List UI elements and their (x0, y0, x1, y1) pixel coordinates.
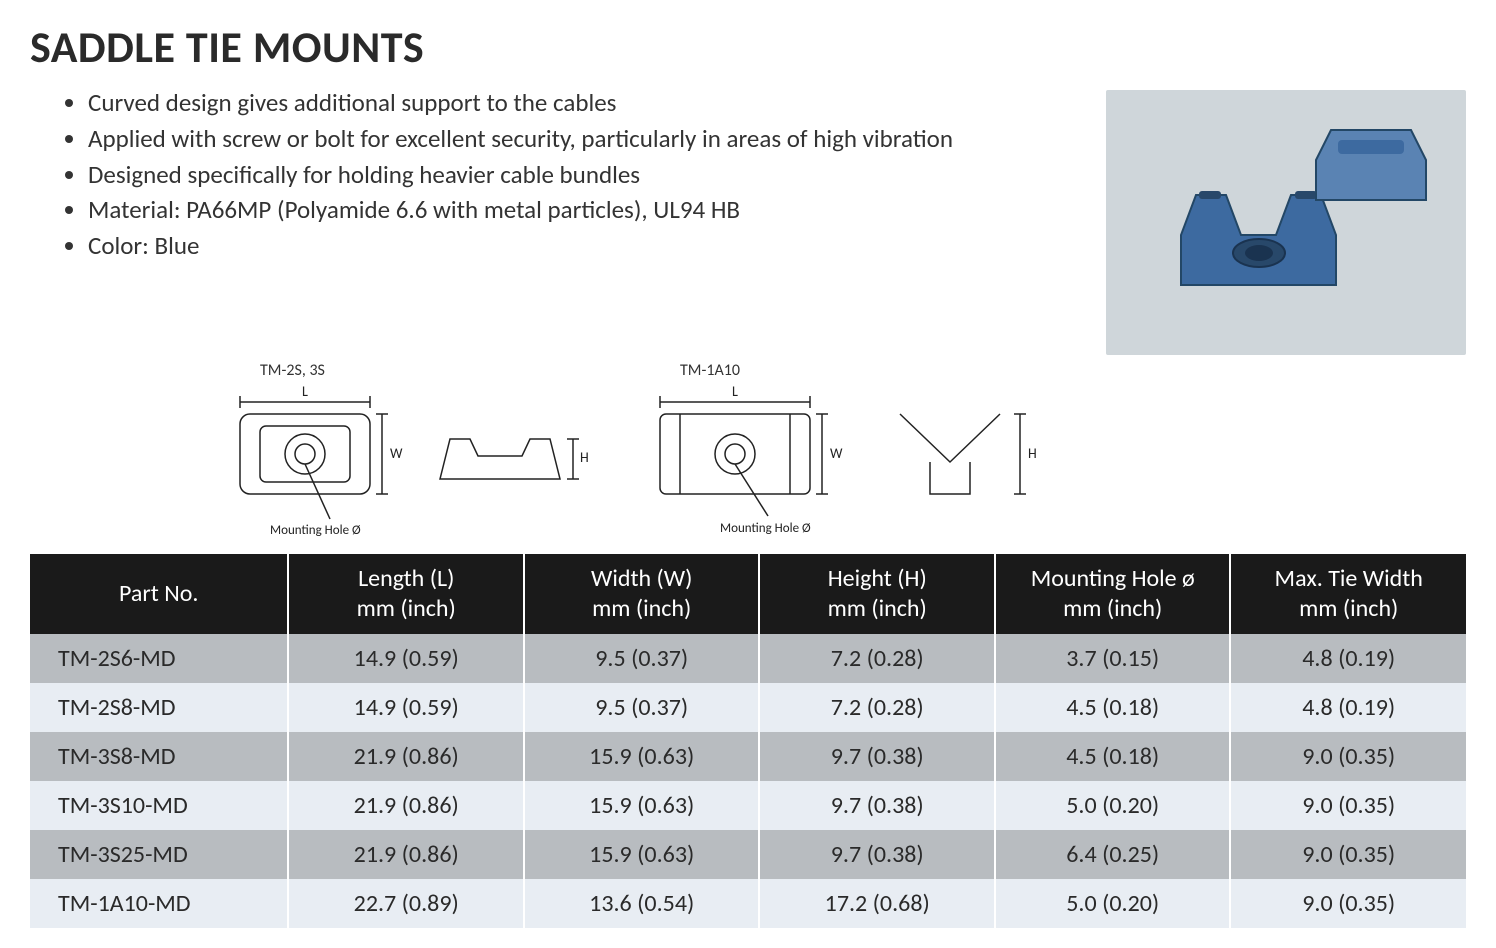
col-header: Mounting Hole ømm (inch) (995, 554, 1231, 634)
table-header-row: Part No. Length (L)mm (inch) Width (W)mm… (30, 554, 1466, 634)
cell: 14.9 (0.59) (288, 683, 524, 732)
cell: 9.5 (0.37) (524, 683, 760, 732)
cell: TM-1A10-MD (30, 879, 288, 928)
mounting-hole-label: Mounting Hole Ø (270, 523, 361, 538)
cell: 9.0 (0.35) (1230, 781, 1466, 830)
cell: 9.0 (0.35) (1230, 732, 1466, 781)
dim-w-label: W (390, 445, 403, 462)
cell: TM-3S10-MD (30, 781, 288, 830)
bullet-item: Color: Blue (88, 229, 1010, 263)
dim-l-label: L (732, 384, 738, 400)
cell: 14.9 (0.59) (288, 634, 524, 683)
dimension-diagrams: TM-2S, 3S (230, 361, 1466, 544)
cell: 7.2 (0.28) (759, 634, 995, 683)
cell: 9.7 (0.38) (759, 830, 995, 879)
bullet-item: Applied with screw or bolt for excellent… (88, 122, 1010, 156)
table-row: TM-1A10-MD 22.7 (0.89) 13.6 (0.54) 17.2 … (30, 879, 1466, 928)
cell: 21.9 (0.86) (288, 781, 524, 830)
cell: TM-2S6-MD (30, 634, 288, 683)
cell: 5.0 (0.20) (995, 781, 1231, 830)
table-row: TM-3S25-MD 21.9 (0.86) 15.9 (0.63) 9.7 (… (30, 830, 1466, 879)
diagram-tm2s-icon: L W H Mounting Hole Ø (230, 384, 590, 544)
col-header: Length (L)mm (inch) (288, 554, 524, 634)
cell: 9.0 (0.35) (1230, 879, 1466, 928)
bullet-item: Curved design gives additional support t… (88, 86, 1010, 120)
page-title: SADDLE TIE MOUNTS (30, 20, 1466, 74)
spec-table: Part No. Length (L)mm (inch) Width (W)mm… (30, 554, 1466, 928)
cell: 7.2 (0.28) (759, 683, 995, 732)
dim-w-label: W (830, 445, 843, 462)
cell: 3.7 (0.15) (995, 634, 1231, 683)
cell: 9.5 (0.37) (524, 634, 760, 683)
cell: 21.9 (0.86) (288, 732, 524, 781)
diagram-label-right: TM-1A10 (680, 361, 1070, 380)
dim-h-label: H (580, 449, 589, 466)
col-header: Part No. (30, 554, 288, 634)
cell: 4.5 (0.18) (995, 732, 1231, 781)
col-header: Height (H)mm (inch) (759, 554, 995, 634)
dim-h-label: H (1028, 445, 1037, 462)
diagram-label-left: TM-2S, 3S (260, 361, 590, 380)
mounting-hole-label: Mounting Hole Ø (720, 521, 811, 536)
product-photo-illustration (1116, 100, 1456, 345)
cell: 4.5 (0.18) (995, 683, 1231, 732)
cell: 4.8 (0.19) (1230, 634, 1466, 683)
table-row: TM-2S6-MD 14.9 (0.59) 9.5 (0.37) 7.2 (0.… (30, 634, 1466, 683)
cell: TM-3S8-MD (30, 732, 288, 781)
cell: 6.4 (0.25) (995, 830, 1231, 879)
cell: 17.2 (0.68) (759, 879, 995, 928)
bullet-item: Designed specifically for holding heavie… (88, 158, 1010, 192)
cell: 21.9 (0.86) (288, 830, 524, 879)
dim-l-label: L (302, 384, 308, 400)
col-header: Width (W)mm (inch) (524, 554, 760, 634)
table-row: TM-2S8-MD 14.9 (0.59) 9.5 (0.37) 7.2 (0.… (30, 683, 1466, 732)
cell: 9.7 (0.38) (759, 781, 995, 830)
cell: TM-3S25-MD (30, 830, 288, 879)
table-row: TM-3S8-MD 21.9 (0.86) 15.9 (0.63) 9.7 (0… (30, 732, 1466, 781)
col-header: Max. Tie Widthmm (inch) (1230, 554, 1466, 634)
cell: 22.7 (0.89) (288, 879, 524, 928)
cell: 9.0 (0.35) (1230, 830, 1466, 879)
cell: 13.6 (0.54) (524, 879, 760, 928)
cell: 15.9 (0.63) (524, 781, 760, 830)
feature-bullet-list: Curved design gives additional support t… (30, 86, 1010, 263)
cell: 5.0 (0.20) (995, 879, 1231, 928)
cell: 9.7 (0.38) (759, 732, 995, 781)
cell: TM-2S8-MD (30, 683, 288, 732)
cell: 4.8 (0.19) (1230, 683, 1466, 732)
diagram-tm1a10-icon: L W H Mounting Hole Ø (650, 384, 1070, 544)
cell: 15.9 (0.63) (524, 830, 760, 879)
bullet-item: Material: PA66MP (Polyamide 6.6 with met… (88, 193, 1010, 227)
table-body: TM-2S6-MD 14.9 (0.59) 9.5 (0.37) 7.2 (0.… (30, 634, 1466, 928)
table-row: TM-3S10-MD 21.9 (0.86) 15.9 (0.63) 9.7 (… (30, 781, 1466, 830)
product-photo (1106, 90, 1466, 355)
cell: 15.9 (0.63) (524, 732, 760, 781)
